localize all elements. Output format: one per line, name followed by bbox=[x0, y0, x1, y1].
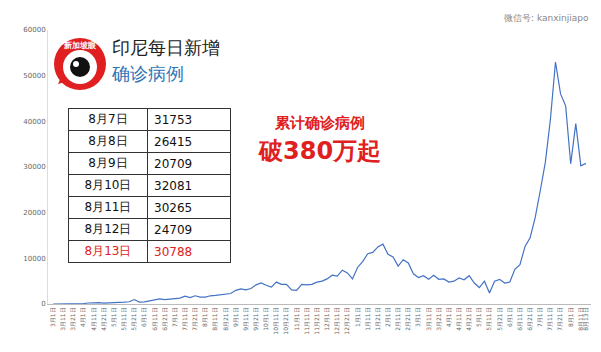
svg-text:6月1日: 6月1日 bbox=[506, 307, 513, 327]
svg-text:5月1日: 5月1日 bbox=[475, 307, 482, 327]
svg-text:累计确诊病例: 累计确诊病例 bbox=[274, 114, 365, 132]
svg-text:9月1日: 9月1日 bbox=[232, 307, 239, 327]
svg-text:12月1日: 12月1日 bbox=[323, 307, 330, 330]
svg-text:20000: 20000 bbox=[23, 209, 45, 217]
svg-text:5月11日: 5月11日 bbox=[485, 307, 492, 330]
svg-text:6月1日: 6月1日 bbox=[140, 307, 147, 327]
svg-text:50000: 50000 bbox=[23, 72, 45, 80]
html-text:8月9日: 8月9日 bbox=[88, 156, 128, 170]
html-text:26415: 26415 bbox=[154, 134, 193, 149]
svg-text:7月1日: 7月1日 bbox=[536, 307, 543, 327]
svg-text:1月1日: 1月1日 bbox=[354, 307, 361, 327]
svg-text:10000: 10000 bbox=[23, 255, 45, 263]
html-text:30265: 30265 bbox=[154, 200, 193, 215]
svg-text:11月1日: 11月1日 bbox=[293, 307, 300, 330]
svg-text:30000: 30000 bbox=[23, 163, 45, 171]
svg-text:60000: 60000 bbox=[23, 26, 45, 34]
svg-text:破380万起: 破380万起 bbox=[258, 137, 381, 165]
svg-text:3月1日: 3月1日 bbox=[414, 307, 421, 327]
svg-text:2月1日: 2月1日 bbox=[384, 307, 391, 327]
svg-text:6月21日: 6月21日 bbox=[526, 307, 533, 330]
svg-text:4月21日: 4月21日 bbox=[465, 307, 472, 330]
svg-text:7月11日: 7月11日 bbox=[181, 307, 188, 330]
svg-text:8月1日: 8月1日 bbox=[567, 307, 574, 327]
html-text:8月12日: 8月12日 bbox=[84, 222, 132, 236]
svg-text:微信号: kanxinjiapo: 微信号: kanxinjiapo bbox=[504, 13, 589, 23]
svg-text:4月1日: 4月1日 bbox=[445, 307, 452, 327]
svg-text:2月11日: 2月11日 bbox=[394, 307, 401, 330]
svg-text:5月21日: 5月21日 bbox=[130, 307, 137, 330]
svg-text:40000: 40000 bbox=[23, 118, 45, 126]
svg-text:5月1日: 5月1日 bbox=[110, 307, 117, 327]
svg-text:7月21日: 7月21日 bbox=[557, 307, 564, 330]
svg-text:9月21日: 9月21日 bbox=[252, 307, 259, 330]
svg-text:1月21日: 1月21日 bbox=[374, 307, 381, 330]
svg-text:3月11日: 3月11日 bbox=[59, 307, 66, 330]
svg-text:11月21日: 11月21日 bbox=[313, 307, 320, 334]
svg-text:3月21日: 3月21日 bbox=[435, 307, 442, 330]
svg-text:12月11日: 12月11日 bbox=[333, 307, 340, 334]
svg-text:8月21日: 8月21日 bbox=[222, 307, 229, 330]
svg-text:新加坡眼: 新加坡眼 bbox=[63, 40, 97, 50]
html-text:印尼每日新增: 印尼每日新增 bbox=[112, 37, 220, 58]
html-text:31753: 31753 bbox=[154, 112, 193, 127]
svg-text:8月11日: 8月11日 bbox=[577, 307, 584, 330]
svg-text:4月11日: 4月11日 bbox=[455, 307, 462, 330]
svg-text:8月11日: 8月11日 bbox=[211, 307, 218, 330]
html-text:确诊病例: 确诊病例 bbox=[112, 63, 184, 84]
svg-text:7月21日: 7月21日 bbox=[191, 307, 198, 330]
html-text:24709: 24709 bbox=[154, 222, 193, 237]
svg-text:9月11日: 9月11日 bbox=[242, 307, 249, 330]
svg-text:5月11日: 5月11日 bbox=[120, 307, 127, 330]
svg-text:10月1日: 10月1日 bbox=[262, 307, 269, 330]
html-text:32081: 32081 bbox=[154, 178, 193, 193]
svg-text:4月1日: 4月1日 bbox=[79, 307, 86, 327]
html-text:30788: 30788 bbox=[154, 244, 193, 259]
svg-text:5月21日: 5月21日 bbox=[496, 307, 503, 330]
svg-text:3月11日: 3月11日 bbox=[425, 307, 432, 330]
svg-text:4月11日: 4月11日 bbox=[90, 307, 97, 330]
html-text:8月7日: 8月7日 bbox=[88, 112, 128, 126]
svg-text:10月21日: 10月21日 bbox=[282, 307, 289, 334]
svg-text:6月11日: 6月11日 bbox=[151, 307, 158, 330]
html-text:8月11日: 8月11日 bbox=[84, 200, 132, 214]
svg-text:7月1日: 7月1日 bbox=[171, 307, 178, 327]
html-text:8月8日: 8月8日 bbox=[88, 134, 128, 148]
html-text:20709: 20709 bbox=[154, 156, 193, 171]
svg-text:7月11日: 7月11日 bbox=[546, 307, 553, 330]
svg-text:12月21日: 12月21日 bbox=[343, 307, 350, 334]
svg-text:3月21日: 3月21日 bbox=[69, 307, 76, 330]
svg-text:11月11日: 11月11日 bbox=[303, 307, 310, 334]
svg-text:8月1日: 8月1日 bbox=[201, 307, 208, 327]
svg-text:1月11日: 1月11日 bbox=[364, 307, 371, 330]
svg-text:8月13日: 8月13日 bbox=[582, 307, 589, 330]
html-text:8月10日: 8月10日 bbox=[84, 178, 132, 192]
svg-text:10月11日: 10月11日 bbox=[272, 307, 279, 334]
svg-text:6月11日: 6月11日 bbox=[516, 307, 523, 330]
html-text:8月13日: 8月13日 bbox=[84, 244, 132, 258]
svg-text:4月21日: 4月21日 bbox=[100, 307, 107, 330]
svg-text:3月1日: 3月1日 bbox=[49, 307, 56, 327]
svg-text:2月21日: 2月21日 bbox=[404, 307, 411, 330]
svg-text:0: 0 bbox=[41, 300, 45, 308]
svg-text:6月21日: 6月21日 bbox=[161, 307, 168, 330]
